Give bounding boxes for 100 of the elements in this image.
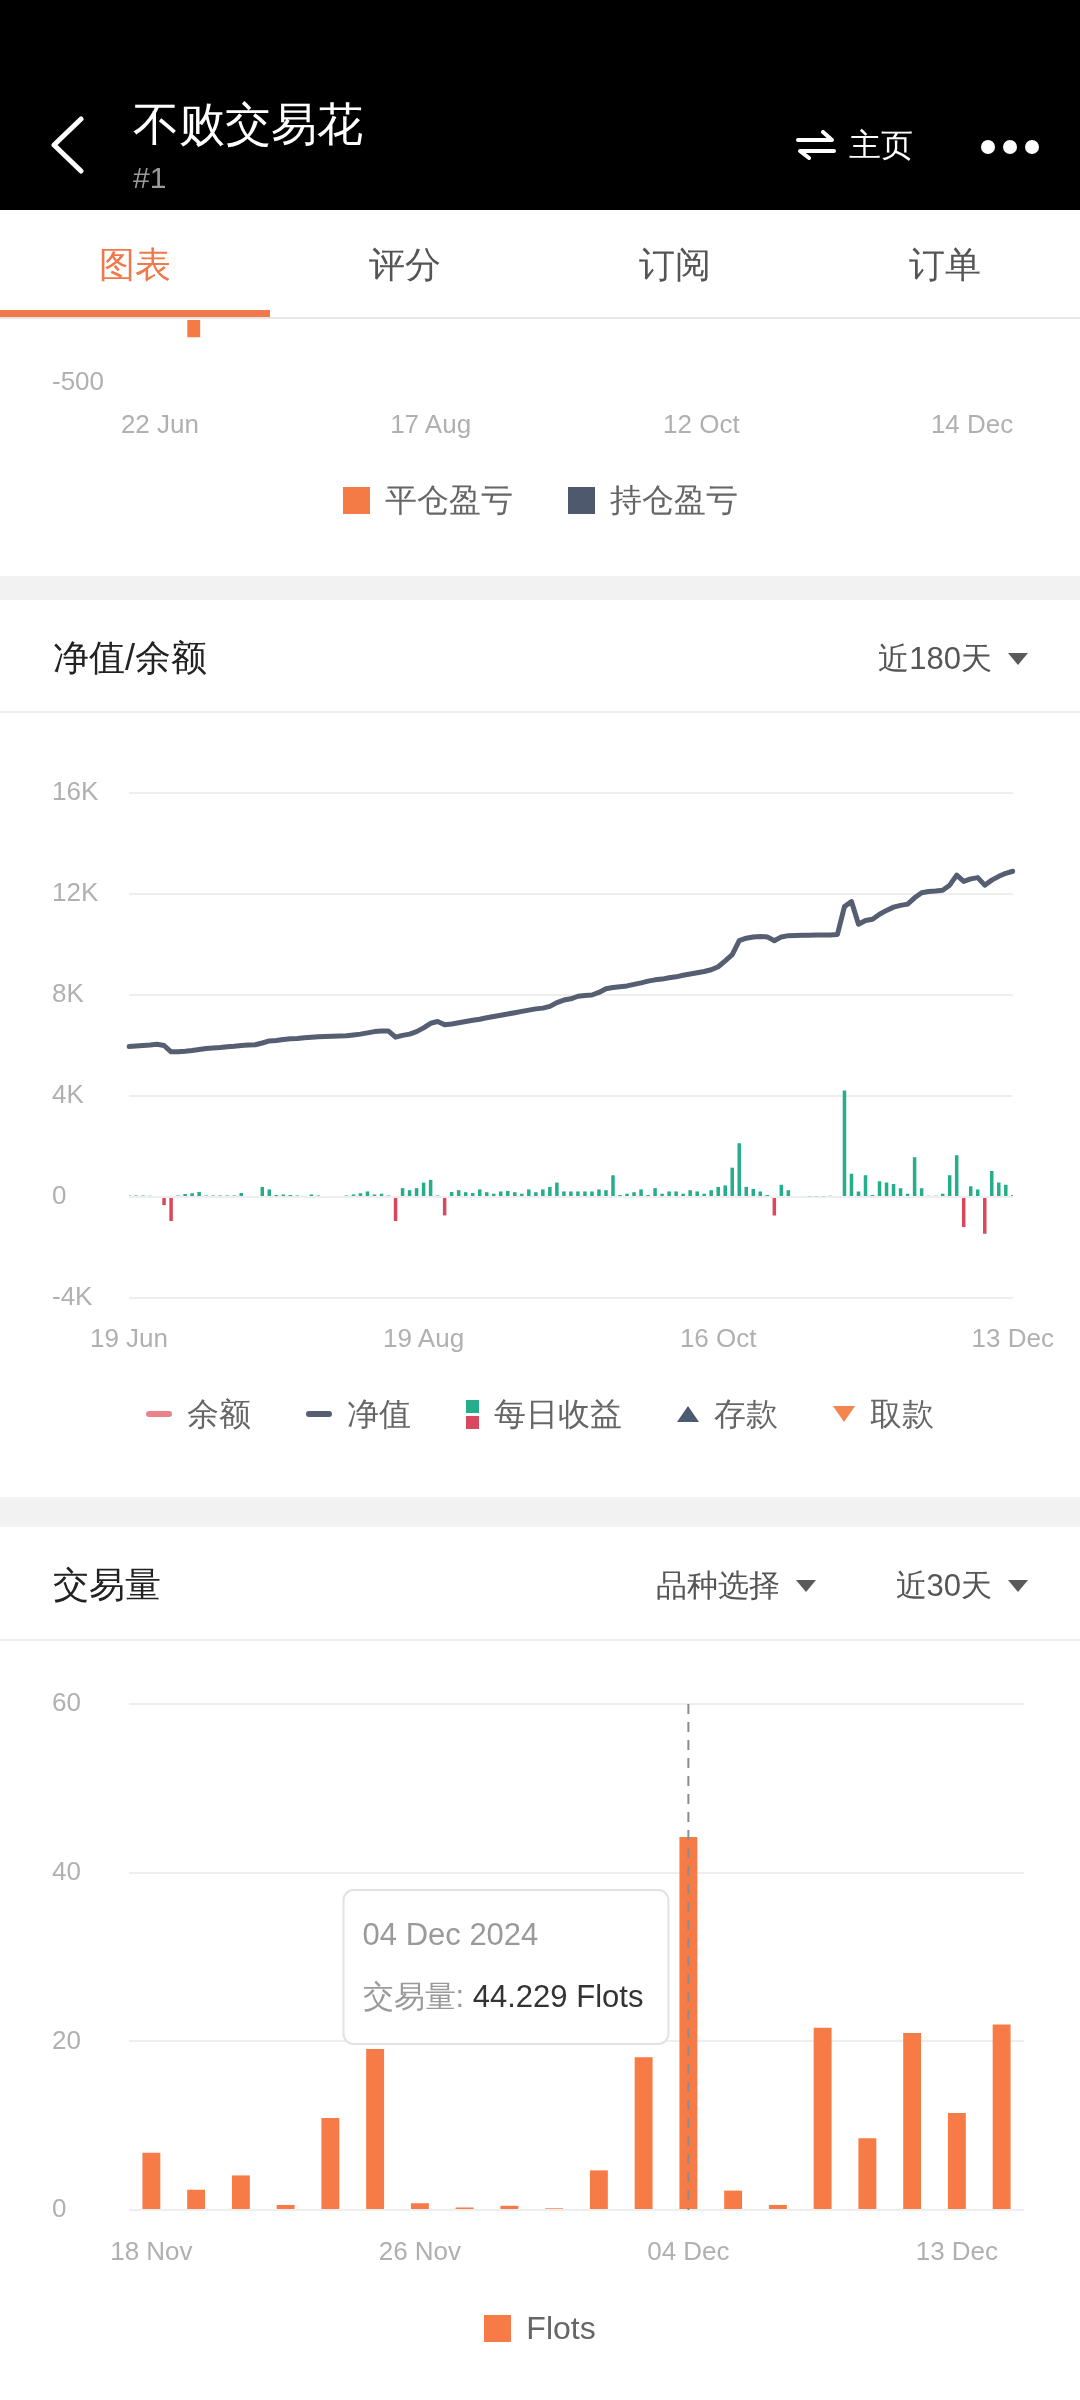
- x-tick-label: 04 Dec: [647, 2235, 730, 2266]
- bar: [858, 2138, 877, 2209]
- bar: [653, 1188, 657, 1196]
- bar: [737, 1143, 741, 1196]
- bar: [548, 1186, 552, 1196]
- bar: [527, 1189, 531, 1196]
- text: 订单: [908, 243, 982, 287]
- legend-label: 每日收益: [494, 1395, 622, 1434]
- bar: [187, 2189, 206, 2209]
- annotation: 04 Dec 2024: [362, 1916, 539, 1952]
- bar: [681, 1193, 685, 1196]
- bar: [456, 1190, 461, 1196]
- bar: [639, 1189, 643, 1196]
- x-tick-label: 19 Jun: [89, 1322, 169, 1353]
- bar: [183, 1193, 187, 1196]
- bar: [477, 1189, 482, 1196]
- bar: [990, 1170, 994, 1196]
- bar: [366, 2048, 385, 2209]
- bar: [555, 1182, 559, 1196]
- text: 近30天: [895, 1567, 992, 1605]
- bar: [716, 1186, 720, 1196]
- y-tick-label: -4K: [52, 1281, 94, 1312]
- legend-label: 余额: [187, 1395, 251, 1434]
- bar: [709, 1190, 713, 1196]
- x-tick-label: 16 Oct: [679, 1322, 758, 1353]
- bar: [679, 1837, 698, 2209]
- text: -500: [52, 366, 105, 396]
- bar: [688, 1190, 692, 1196]
- bar: [513, 1192, 517, 1196]
- bar: [1004, 1184, 1008, 1196]
- bar: [576, 1191, 580, 1196]
- bar: [169, 1198, 173, 1221]
- text: 订阅: [638, 243, 712, 287]
- bar: [562, 1191, 566, 1196]
- text: 主页: [849, 126, 913, 164]
- bar: [162, 1198, 166, 1206]
- bar: [142, 2152, 161, 2209]
- bar: [410, 2203, 429, 2209]
- text: 品种选择: [655, 1567, 780, 1605]
- bar: [190, 1193, 194, 1196]
- bar: [569, 1191, 573, 1196]
- bar: [786, 1190, 791, 1196]
- bar: [856, 1191, 861, 1196]
- bar: [625, 1193, 629, 1196]
- bar: [813, 2027, 832, 2209]
- bar: [632, 1192, 636, 1196]
- x-tick-label: 13 Dec: [915, 2235, 999, 2266]
- bar: [702, 1193, 706, 1196]
- legend-label: 净值: [347, 1395, 411, 1434]
- bar: [768, 2204, 787, 2209]
- x-tick-label: 26 Nov: [378, 2235, 462, 2266]
- x-tick-label: 19 Aug: [383, 1322, 465, 1353]
- bar: [231, 2175, 250, 2209]
- text: 不败交易花: [133, 97, 363, 152]
- bar: [724, 2190, 743, 2209]
- y-tick-label: 40: [52, 1855, 81, 1886]
- bar: [947, 2113, 966, 2209]
- bar: [758, 1191, 763, 1196]
- bar: [611, 1175, 615, 1196]
- bar: [604, 1190, 608, 1196]
- bar: [997, 1182, 1001, 1196]
- bar: [520, 1193, 524, 1196]
- bar: [975, 1189, 980, 1196]
- text: 图表: [0, 210, 270, 317]
- bar: [634, 2057, 653, 2209]
- x-tick-label: 17 Aug: [390, 409, 472, 440]
- y-tick-label: 4K: [52, 1079, 85, 1110]
- bar: [674, 1191, 678, 1196]
- legend-label: Flots: [526, 2309, 596, 2348]
- y-tick-label: 0: [52, 1180, 67, 1211]
- bar: [583, 1191, 587, 1196]
- bar: [321, 2118, 340, 2209]
- x-tick-label: 22 Jun: [120, 409, 199, 440]
- bar: [407, 1190, 412, 1196]
- bar: [695, 1191, 699, 1196]
- bar: [541, 1189, 545, 1196]
- chart-title: 净值/余额: [53, 635, 208, 680]
- y-tick-label: 20: [52, 2024, 81, 2055]
- bar: [597, 1189, 601, 1196]
- bar: [506, 1190, 510, 1196]
- bar: [358, 1193, 363, 1196]
- text: 评分: [368, 243, 442, 287]
- bar: [500, 2205, 519, 2209]
- bar: [590, 1191, 594, 1196]
- x-tick-label: 12 Oct: [663, 409, 741, 440]
- x-tick-label: 13 Dec: [971, 1322, 1055, 1353]
- bar: [992, 2024, 1011, 2209]
- bar: [484, 1192, 489, 1196]
- legend-label: 取款: [870, 1395, 934, 1434]
- x-tick-label: 18 Nov: [110, 2235, 193, 2266]
- bar: [365, 1191, 370, 1196]
- bar: [491, 1193, 496, 1196]
- legend-label: 持仓盈亏: [609, 481, 738, 520]
- legend-label: 存款: [714, 1395, 778, 1434]
- y-tick-label: 12K: [52, 877, 99, 908]
- bar: [730, 1167, 734, 1196]
- bar: [983, 1198, 987, 1234]
- bar: [499, 1191, 503, 1196]
- bar: [197, 1191, 201, 1196]
- chart-title: 交易量: [53, 1563, 161, 1607]
